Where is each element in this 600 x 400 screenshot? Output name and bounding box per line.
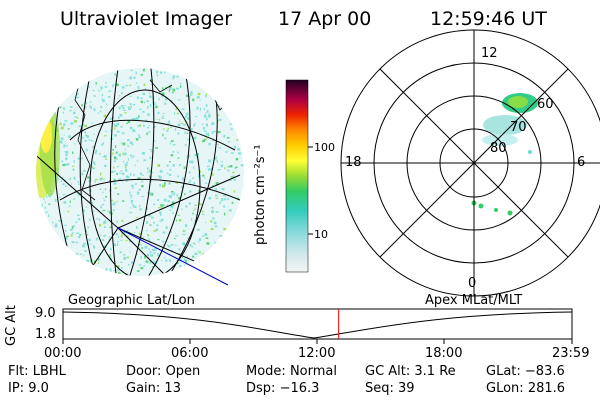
- x-tick-0000: 00:00: [44, 346, 82, 361]
- polar-plot: [340, 29, 600, 297]
- time-axis-ticks: [62, 339, 573, 344]
- color-bar: [285, 79, 313, 273]
- param-glon: GLon: 281.6: [486, 381, 566, 396]
- polar-emission: [471, 93, 538, 216]
- param-mode: Mode: Normal: [246, 364, 337, 379]
- apex-caption: Apex MLat/MLT: [425, 293, 523, 308]
- param-gc-alt: GC Alt: 3.1 Re: [365, 364, 456, 379]
- altitude-curve: [62, 311, 573, 339]
- mlt-label-12: 12: [481, 46, 498, 61]
- y-tick-9: 9.0: [35, 306, 56, 321]
- mlat-label-70: 70: [510, 120, 527, 135]
- x-tick-0600: 06:00: [171, 346, 209, 361]
- orbit-altitude-plot: [62, 308, 573, 344]
- geographic-image: [36, 68, 244, 286]
- orbit-track-line: [117, 227, 229, 286]
- mlat-label-80: 80: [490, 141, 507, 156]
- param-seq: Seq: 39: [365, 381, 415, 396]
- param-ip: IP: 9.0: [8, 381, 49, 396]
- x-tick-2359: 23:59: [552, 346, 590, 361]
- y-tick-1-8: 1.8: [35, 327, 56, 342]
- gc-alt-axis-label: GC Alt: [4, 305, 19, 346]
- param-glat: GLat: −83.6: [486, 364, 565, 379]
- time-label: 12:59:46 UT: [430, 8, 547, 30]
- colorbar-unit-label: photon cm⁻²s⁻¹: [253, 144, 268, 245]
- colorbar-tick-100: 100: [314, 141, 335, 154]
- mlt-label-18: 18: [345, 155, 362, 170]
- mlat-label-60: 60: [537, 97, 554, 112]
- param-dsp: Dsp: −16.3: [246, 381, 320, 396]
- date-label: 17 Apr 00: [278, 8, 372, 30]
- colorbar-tick-10: 10: [314, 228, 328, 241]
- param-filter: Flt: LBHL: [8, 364, 66, 379]
- geographic-caption: Geographic Lat/Lon: [68, 293, 195, 308]
- mlt-label-6: 6: [577, 155, 586, 170]
- instrument-title: Ultraviolet Imager: [60, 8, 233, 30]
- mlt-label-0: 0: [468, 276, 477, 291]
- param-door: Door: Open: [126, 364, 201, 379]
- x-tick-1800: 18:00: [425, 346, 463, 361]
- param-gain: Gain: 13: [126, 381, 181, 396]
- polar-grid: [340, 29, 600, 297]
- x-tick-1200: 12:00: [298, 346, 336, 361]
